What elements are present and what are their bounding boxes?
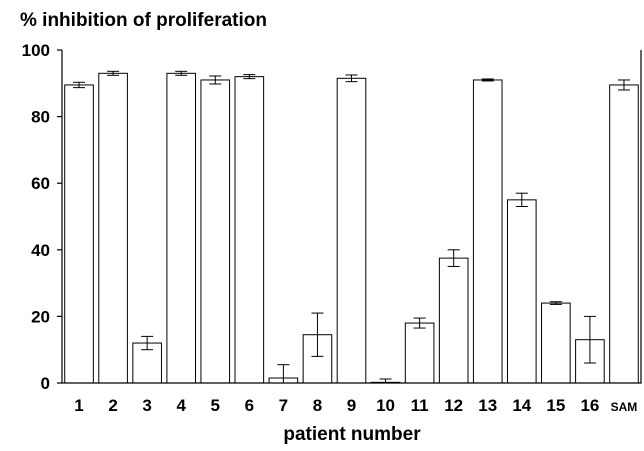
y-tick-label: 40 bbox=[31, 241, 50, 260]
x-tick-label: 8 bbox=[313, 396, 322, 415]
x-tick-label: 4 bbox=[176, 396, 186, 415]
bar-SAM bbox=[609, 84, 639, 384]
error-bar-5 bbox=[209, 75, 222, 85]
bar-1 bbox=[64, 84, 94, 384]
error-bar-1 bbox=[73, 81, 86, 89]
bar-14 bbox=[506, 199, 537, 384]
y-axis-ticks: 0 20 40 60 80 100 bbox=[22, 41, 62, 393]
plot-frame bbox=[61, 50, 642, 384]
y-tick-label: 60 bbox=[31, 174, 50, 193]
bar-11 bbox=[404, 322, 435, 384]
x-tick-label: 13 bbox=[478, 396, 497, 415]
x-tick-label: 11 bbox=[411, 396, 429, 415]
x-tick-label: 16 bbox=[580, 396, 599, 415]
bar-13 bbox=[472, 79, 503, 384]
x-tick-label: 5 bbox=[211, 396, 220, 415]
x-tick-label: 3 bbox=[142, 396, 151, 415]
x-tick-label: 9 bbox=[347, 396, 356, 415]
error-bar-11 bbox=[413, 317, 426, 329]
error-bar-2 bbox=[107, 70, 120, 76]
x-tick-label: 7 bbox=[279, 396, 288, 415]
error-bar-8 bbox=[311, 312, 324, 357]
error-bar-13 bbox=[481, 78, 494, 82]
x-tick-label: 2 bbox=[108, 396, 117, 415]
x-tick-label: 14 bbox=[512, 396, 531, 415]
error-bar-12 bbox=[447, 249, 460, 267]
x-axis-ticks: 1 2 3 4 5 6 7 8 9 10 11 12 13 14 15 16 SAM bbox=[74, 396, 637, 415]
error-bar-4 bbox=[175, 70, 188, 76]
error-bar-6 bbox=[243, 74, 256, 80]
x-tick-label: 15 bbox=[546, 396, 565, 415]
y-tick-label: 80 bbox=[31, 108, 50, 127]
x-tick-label: 6 bbox=[245, 396, 254, 415]
y-tick-label: 20 bbox=[31, 307, 50, 326]
y-tick-label: 0 bbox=[41, 374, 50, 393]
bar-6 bbox=[234, 76, 265, 384]
x-axis-label: patient number bbox=[283, 424, 421, 445]
bars-group bbox=[64, 70, 639, 384]
y-tick-label: 100 bbox=[22, 41, 50, 60]
error-bar-16 bbox=[583, 315, 596, 364]
x-tick-label: 1 bbox=[74, 396, 83, 415]
error-bar-14 bbox=[515, 192, 528, 208]
bar-12 bbox=[438, 257, 469, 384]
error-bar-SAM bbox=[617, 79, 630, 91]
x-tick-label: 10 bbox=[376, 396, 395, 415]
error-bar-15 bbox=[549, 301, 562, 305]
bar-8 bbox=[302, 334, 333, 384]
chart-title: % inhibition of proliferation bbox=[20, 10, 267, 31]
bar-2 bbox=[98, 72, 128, 384]
bar-9 bbox=[336, 77, 367, 384]
x-tick-label: 12 bbox=[444, 396, 463, 415]
error-bar-9 bbox=[345, 74, 358, 83]
error-bar-3 bbox=[141, 335, 154, 351]
bar-4 bbox=[166, 72, 197, 384]
bar-15 bbox=[541, 302, 571, 384]
bar-5 bbox=[200, 79, 231, 384]
x-tick-label: SAM bbox=[611, 400, 638, 414]
